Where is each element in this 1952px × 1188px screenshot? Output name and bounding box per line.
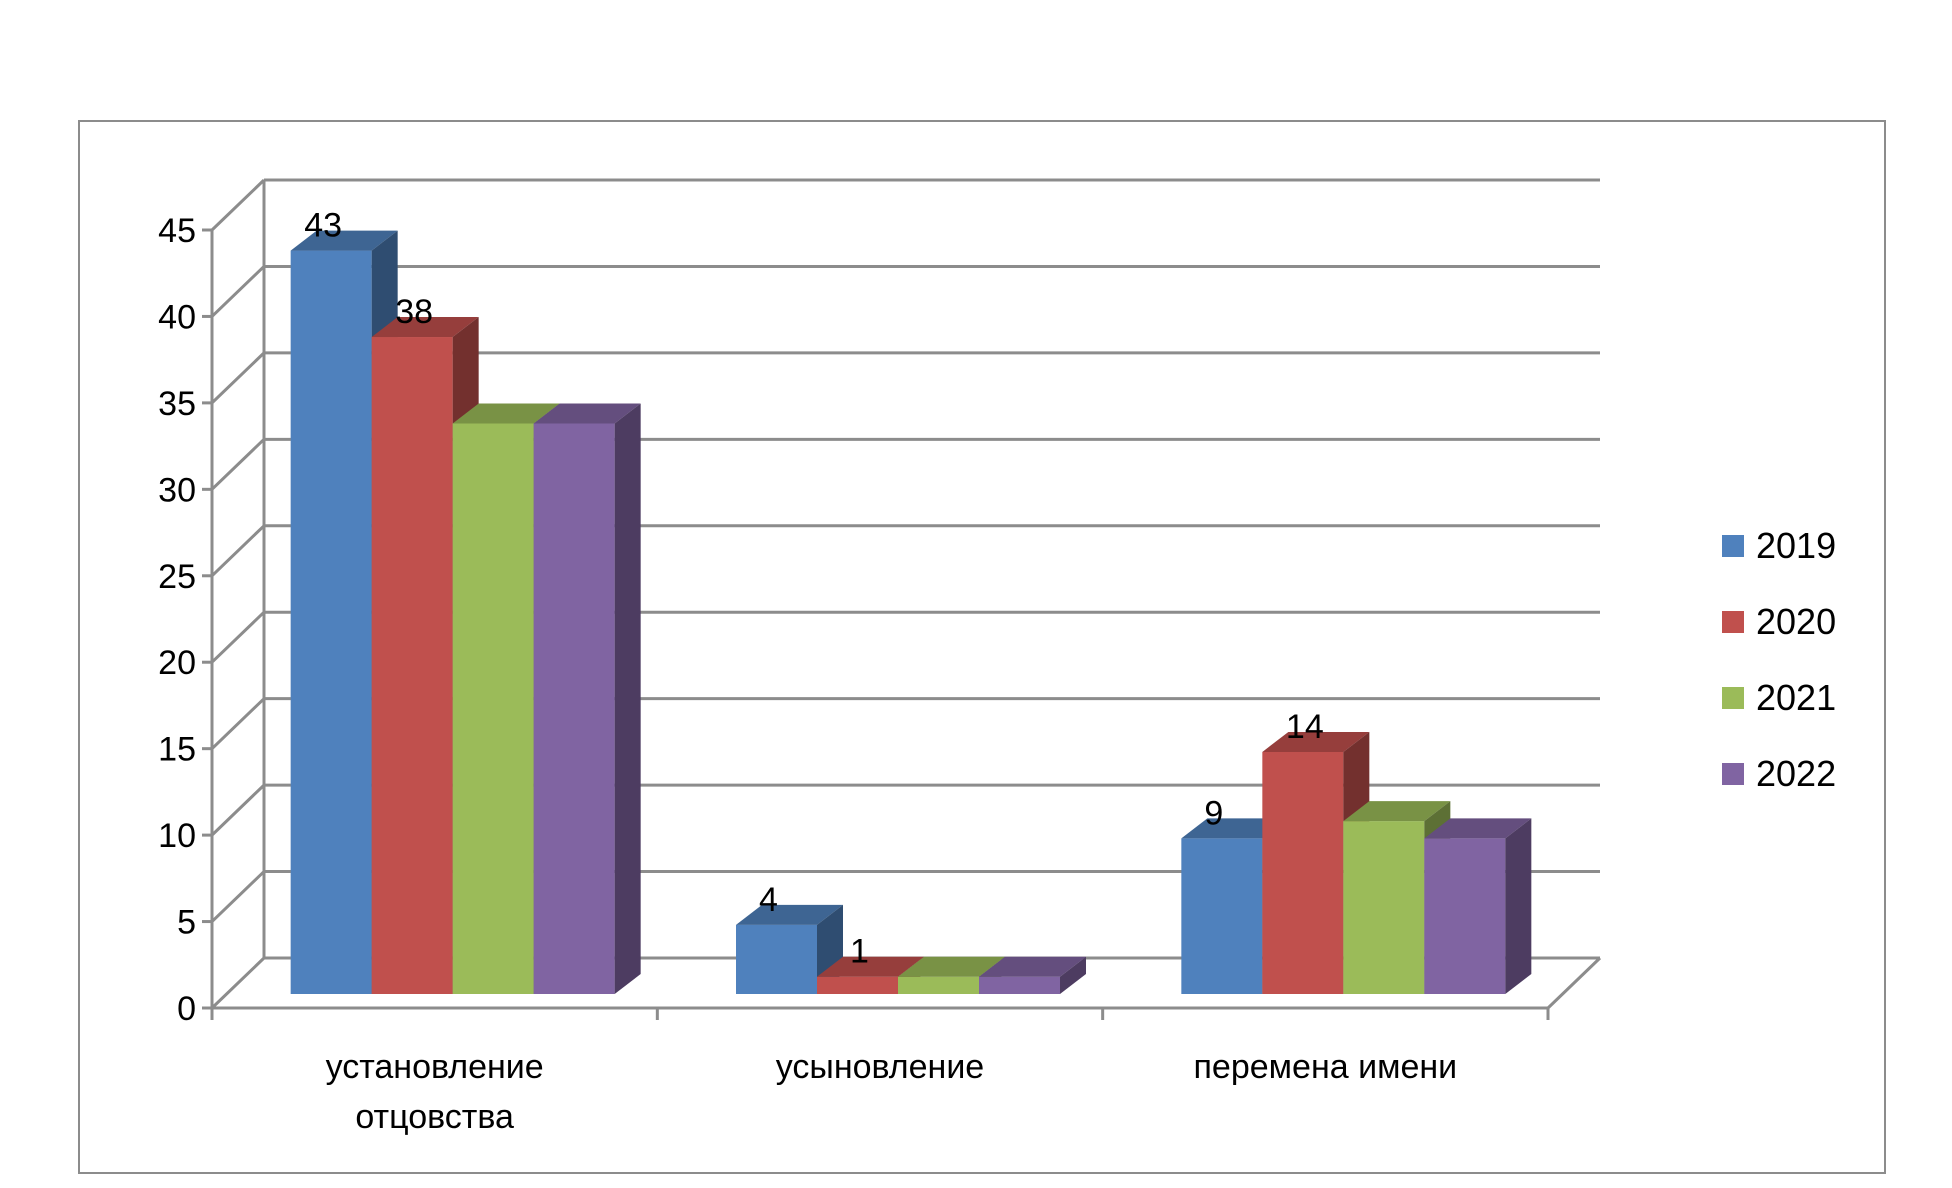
data-labels: 43 38 4 1 9 14 [304,207,1323,971]
gridline-side [210,870,266,923]
category-label: усыновление [776,1048,984,1086]
data-label: 14 [1286,708,1324,746]
gridline-side [210,178,266,232]
data-label: 9 [1204,794,1223,832]
floor-right-edge [1546,956,1602,1010]
legend-item: 2020 [1722,584,1842,660]
bar-front [371,337,453,994]
y-tick-label: 5 [177,904,196,942]
data-label: 43 [304,207,342,245]
bar [1424,818,1532,994]
bar-top [979,956,1086,977]
bar [979,956,1086,994]
bar-top [371,317,479,338]
gridline-side [210,697,266,750]
bar-top [1424,818,1532,839]
y-tick-label: 45 [158,212,196,250]
gridline-side [210,784,266,837]
data-label: 1 [850,933,869,971]
legend: 2019 2020 2021 2022 [1722,508,1842,812]
legend-item: 2021 [1722,660,1842,736]
category-label: перемена имени [1194,1048,1458,1086]
gridline-side [210,611,266,664]
y-tick-label: 15 [158,731,196,769]
bar-front [898,976,979,994]
data-label: 38 [395,293,433,331]
legend-label: 2020 [1756,601,1837,642]
bar-front [1343,821,1425,994]
bar-top [290,230,398,251]
bar-side [1505,818,1532,994]
legend-item: 2022 [1722,736,1842,812]
bar-front [290,250,372,995]
legend-swatch [1722,763,1744,785]
y-tick-label: 40 [158,298,196,336]
axes: 0 5 10 15 20 25 30 35 40 45 установление отцовства у… [158,180,1602,1136]
bar-top [1343,801,1451,822]
bars [290,230,1532,995]
bar-front [979,976,1060,994]
legend-swatch [1722,535,1744,557]
bar-front [533,423,615,994]
y-tick-label: 30 [158,471,196,509]
legend-swatch [1722,687,1744,709]
bar [533,403,641,994]
y-tick-label: 35 [158,385,196,423]
legend-label: 2021 [1756,677,1837,718]
bar-top [817,956,924,977]
legend-item: 2019 [1722,508,1842,584]
gridline-side [210,351,266,404]
bar-front [1181,838,1263,994]
bar-front [1424,838,1506,994]
legend-label: 2022 [1756,753,1837,794]
bar-top [1181,818,1289,839]
bar [736,904,843,994]
bar-top [533,403,641,424]
bar-front [1262,751,1344,994]
y-tick-label: 25 [158,558,196,596]
y-tick-label: 0 [177,990,196,1028]
y-tick-label: 20 [158,644,196,682]
legend-swatch [1722,611,1744,633]
gridline-side [210,265,266,318]
gridline-side [210,438,266,491]
category-label: установление [326,1048,544,1086]
gridline-side [210,524,266,577]
gridline-side [210,956,266,1010]
data-label: 4 [759,881,778,919]
category-label: отцовства [355,1098,514,1136]
bar-top [898,956,1005,977]
bar-front [817,976,898,994]
bar-front [736,924,817,994]
bar-side [1060,956,1086,994]
legend-label: 2019 [1756,525,1837,566]
bar-top [452,403,560,424]
bar-side [614,403,641,994]
bar-top [1262,731,1370,752]
y-tick-label: 10 [158,817,196,855]
bar-front [452,423,534,994]
bar-top [736,904,843,925]
